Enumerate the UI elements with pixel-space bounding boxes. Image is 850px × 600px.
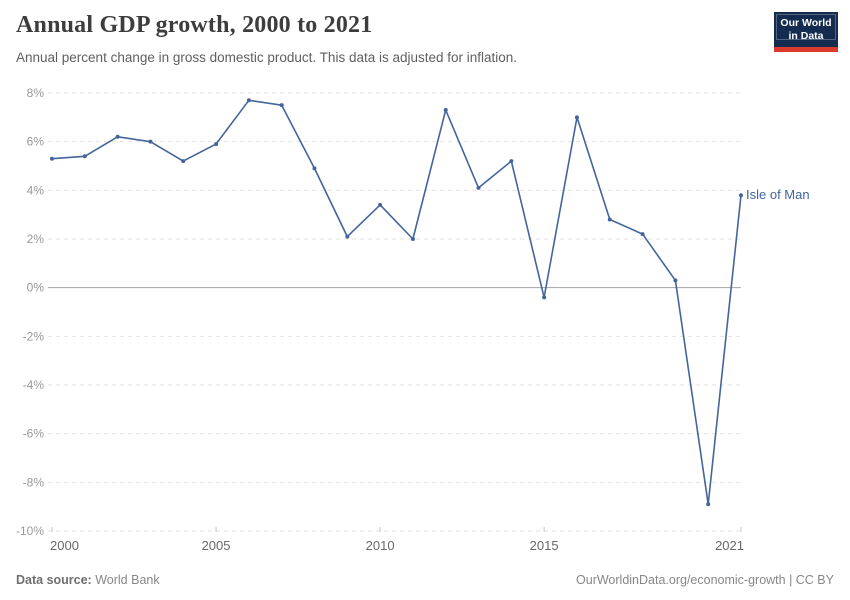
page-title: Annual GDP growth, 2000 to 2021 xyxy=(16,12,373,38)
data-point xyxy=(509,159,514,164)
data-point xyxy=(640,232,645,237)
owid-logo-line1: Our World xyxy=(780,16,832,29)
data-point xyxy=(279,103,284,108)
data-point xyxy=(378,202,383,207)
y-axis-label: -4% xyxy=(23,378,45,392)
y-axis-label: -2% xyxy=(23,329,45,343)
data-source-value: World Bank xyxy=(95,573,160,587)
x-axis-label: 2000 xyxy=(50,538,79,553)
data-point xyxy=(148,139,153,144)
owid-logo: Our World in Data xyxy=(774,12,838,52)
data-point xyxy=(574,115,579,120)
y-axis-label: -10% xyxy=(16,524,44,538)
y-axis-label: -6% xyxy=(23,427,45,441)
data-source-label: Data source: xyxy=(16,573,92,587)
y-axis-label: 6% xyxy=(27,135,45,149)
isle-of-man-line xyxy=(51,99,742,505)
y-axis-label: -8% xyxy=(23,475,45,489)
data-point xyxy=(115,134,120,139)
owid-logo-text: Our World in Data xyxy=(780,17,831,42)
page-subtitle: Annual percent change in gross domestic … xyxy=(16,50,518,65)
data-point xyxy=(607,217,612,222)
data-point xyxy=(345,234,350,239)
series-label-isle-of-man: Isle of Man xyxy=(746,187,810,202)
data-point xyxy=(246,98,251,103)
y-axis-label: 4% xyxy=(27,183,45,197)
data-point xyxy=(181,159,186,164)
data-point xyxy=(410,237,415,241)
chart-footer: Data source: World Bank OurWorldinData.o… xyxy=(16,573,834,587)
data-point xyxy=(739,193,743,198)
y-axis-label: 0% xyxy=(27,281,45,295)
x-axis-label: 2010 xyxy=(366,538,395,553)
owid-logo-line2: in Data xyxy=(788,29,824,42)
y-axis-label: 2% xyxy=(27,232,45,246)
data-point xyxy=(312,166,317,171)
data-point xyxy=(82,154,87,159)
data-point xyxy=(476,185,481,190)
data-point xyxy=(673,278,678,283)
x-axis-label: 2005 xyxy=(202,538,231,553)
x-axis-label: 2021 xyxy=(715,538,744,553)
data-point xyxy=(706,502,711,507)
x-axis-label: 2015 xyxy=(530,538,559,553)
credit-line: OurWorldinData.org/economic-growth | CC … xyxy=(576,573,834,587)
data-point xyxy=(214,142,219,147)
data-source: Data source: World Bank xyxy=(16,573,160,587)
data-point xyxy=(50,156,54,161)
y-axis-label: 8% xyxy=(27,86,45,100)
data-point xyxy=(443,108,448,113)
data-point xyxy=(542,295,547,300)
